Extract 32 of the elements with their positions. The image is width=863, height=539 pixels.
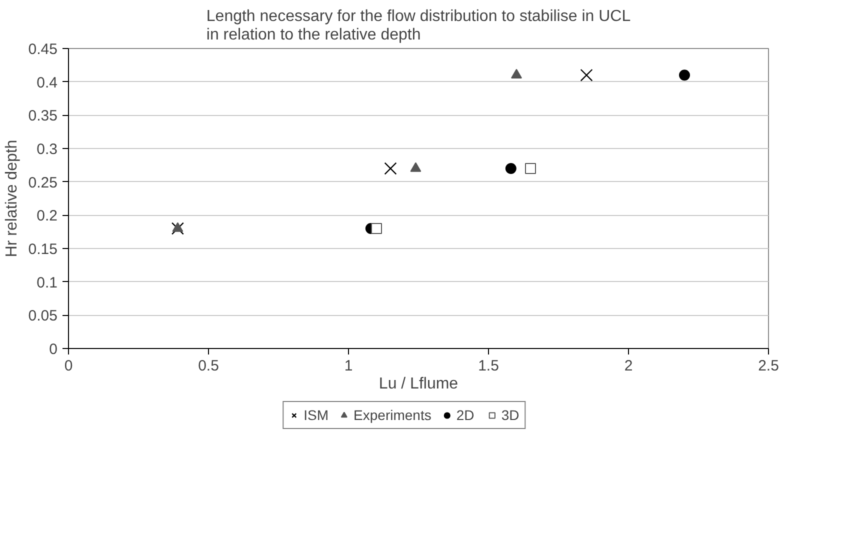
legend-label: 3D <box>501 407 520 423</box>
y-axis-title: Hr relative depth <box>3 140 20 258</box>
x-tick-label: 2 <box>624 358 633 374</box>
y-tick-label: 0.3 <box>36 141 58 158</box>
legend-label: 2D <box>456 407 476 423</box>
legend-label: ISM <box>304 407 329 423</box>
point <box>172 222 184 232</box>
y-tick-label: 0.35 <box>28 108 58 125</box>
x-tick-label: 2.5 <box>758 358 779 374</box>
x-tick-label: 1 <box>344 358 353 374</box>
x-tick-label: 0.5 <box>198 358 219 374</box>
point <box>371 223 382 234</box>
y-tick-label: 0.45 <box>28 41 58 58</box>
y-tick-label: 0.05 <box>28 308 58 325</box>
point <box>580 68 593 82</box>
point <box>505 163 516 174</box>
point <box>679 70 690 81</box>
x-axis-title: Lu / Lflume <box>378 376 458 392</box>
point <box>410 162 422 172</box>
x-tick-label: 1.5 <box>478 358 499 374</box>
y-tick-label: 0 <box>49 341 58 358</box>
y-tick-label: 0.4 <box>36 74 58 92</box>
y-tick-label: 0.25 <box>28 174 58 192</box>
chart-title: Length necessary for the flow distribution to stabilise in UCL in relation to the relative depth <box>206 8 631 44</box>
x-tick-label: 0 <box>64 358 73 374</box>
point <box>384 162 397 175</box>
legend-label: Experiments <box>354 407 432 423</box>
y-tick-label: 0.2 <box>36 208 58 225</box>
point <box>511 68 522 79</box>
y-tick-label: 0.15 <box>28 241 58 258</box>
y-tick-label: 0.1 <box>36 274 58 292</box>
point <box>171 222 184 235</box>
